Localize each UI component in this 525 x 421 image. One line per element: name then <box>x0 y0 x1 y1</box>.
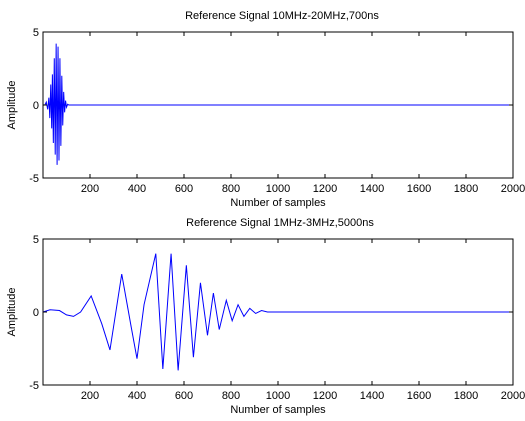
x-tick-label: 1200 <box>313 390 337 402</box>
x-tick-label: 1000 <box>266 390 290 402</box>
x-tick-label: 400 <box>128 183 146 195</box>
x-tick-label: 1000 <box>266 183 290 195</box>
x-axis-ticks-2: 200 400 600 800 1000 1200 1400 1600 1800 2000 <box>81 239 525 402</box>
x-tick-label: 600 <box>175 390 193 402</box>
x-tick-label: 200 <box>81 390 99 402</box>
x-tick-label: 600 <box>175 183 193 195</box>
subplot-2: Reference Signal 1MHz-3MHz,5000ns 200 400… <box>6 217 525 416</box>
y-tick-label: 5 <box>33 234 39 246</box>
x-tick-label: 1600 <box>407 183 431 195</box>
y-tick-label: -5 <box>29 173 39 185</box>
x-tick-label: 800 <box>222 183 240 195</box>
y-axis-label-2: Amplitude <box>6 288 18 337</box>
subplot-1: Reference Signal 10MHz-20MHz,700ns 200 40… <box>6 10 525 209</box>
x-tick-label: 1400 <box>360 390 384 402</box>
y-axis-label-1: Amplitude <box>6 81 18 130</box>
signal-line-2 <box>42 253 513 371</box>
x-tick-label: 1800 <box>454 183 478 195</box>
x-axis-label-1: Number of samples <box>230 197 326 209</box>
x-tick-label: 200 <box>81 183 99 195</box>
y-axis-ticks-2: -5 0 5 <box>29 234 513 392</box>
x-tick-label: 1400 <box>360 183 384 195</box>
x-axis-ticks-1: 200 400 600 800 1000 1200 1400 1600 1800 2000 <box>81 32 525 195</box>
chart-title-2: Reference Signal 1MHz-3MHz,5000ns <box>186 217 374 229</box>
signal-line-1 <box>43 43 513 165</box>
y-axis-ticks-1: -5 0 5 <box>29 27 513 185</box>
y-tick-label: -5 <box>29 380 39 392</box>
y-tick-label: 0 <box>33 100 39 112</box>
x-tick-label: 1800 <box>454 390 478 402</box>
x-tick-label: 1600 <box>407 390 431 402</box>
x-tick-label: 800 <box>222 390 240 402</box>
x-tick-label: 2000 <box>501 390 525 402</box>
y-tick-label: 0 <box>33 307 39 319</box>
chart-title-1: Reference Signal 10MHz-20MHz,700ns <box>185 10 379 22</box>
x-axis-label-2: Number of samples <box>230 404 326 416</box>
x-tick-label: 1200 <box>313 183 337 195</box>
x-tick-label: 2000 <box>501 183 525 195</box>
y-tick-label: 5 <box>33 27 39 39</box>
x-tick-label: 400 <box>128 390 146 402</box>
